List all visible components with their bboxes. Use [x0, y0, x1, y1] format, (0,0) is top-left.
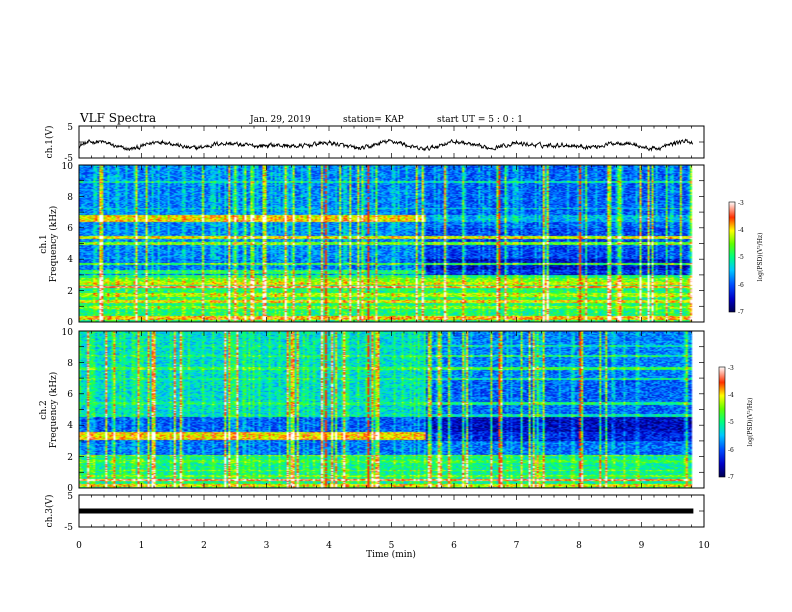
x-tick-label: 10: [698, 541, 710, 551]
x-tick-label: 0: [76, 541, 82, 551]
start-time-label: start UT = 5 : 0 : 1: [437, 115, 523, 125]
ch3-ytick-top: 5: [67, 492, 73, 502]
x-tick-label: 7: [514, 541, 520, 551]
ch1-waveform-panel: 5 -5 ch.1(V): [44, 123, 705, 164]
ch1-ytick-8: 8: [67, 193, 73, 203]
x-tick-label: 8: [576, 541, 582, 551]
x-tick-label: 1: [139, 541, 145, 551]
ch1-waveform-ticks: [78, 125, 705, 159]
ch1-ytick-bottom: -5: [64, 154, 73, 164]
ch1-cb-tick-m7: -7: [738, 309, 744, 316]
ch2-colorbar: [718, 366, 726, 478]
ch2-ytick-4: 4: [67, 421, 73, 431]
ch2-colorbar-label: log(PSD)(V²/Hz): [747, 398, 754, 447]
ch1-spectrogram-panel: 0 2 4 6 8 10 ch.1 Frequency (kHz) -3 -4 …: [39, 162, 764, 328]
x-tick-label: 5: [389, 541, 395, 551]
ch3-waveform-panel: 5 -5 ch.3(V): [44, 492, 705, 533]
date-label: Jan. 29, 2019: [249, 115, 311, 125]
ch2-spec-ylabel-freq: Frequency (kHz): [48, 372, 59, 449]
ch2-ytick-10: 10: [62, 328, 74, 338]
x-tick-label: 3: [264, 541, 270, 551]
ch1-colorbar-label: log(PSD)(V²/Hz): [757, 233, 764, 282]
ch1-waveform-bg: [79, 126, 704, 158]
figure-title: VLF Spectra: [79, 111, 156, 125]
ch2-ytick-6: 6: [67, 390, 73, 400]
ch1-cb-tick-m4: -4: [738, 227, 744, 234]
ch3-waveform-ticks: [78, 494, 705, 528]
ch1-spec-ylabel-freq: Frequency (kHz): [48, 206, 59, 283]
ch2-cb-tick-m6: -6: [728, 447, 734, 454]
x-tick-labels: 0 1 2 3 4 5 6 7 8 9 10: [76, 541, 710, 551]
ch2-cb-tick-m7: -7: [728, 474, 734, 481]
ch1-spec-ylabel: ch.1: [39, 234, 49, 253]
x-axis-label: Time (min): [366, 549, 416, 560]
ch1-spectrogram-image: [79, 165, 704, 322]
ch1-ytick-2: 2: [67, 287, 73, 297]
ch3-waveform-ylabel: ch.3(V): [44, 495, 55, 528]
ch2-cb-tick-m3: -3: [728, 365, 734, 372]
ch1-cb-tick-m5: -5: [738, 254, 744, 261]
ch1-ytick-0: 0: [67, 318, 73, 328]
x-tick-label: 6: [451, 541, 457, 551]
ch1-cb-tick-m6: -6: [738, 282, 744, 289]
ch1-spec-ticks: [78, 164, 705, 323]
x-tick-label: 9: [639, 541, 645, 551]
ch2-ytick-8: 8: [67, 359, 73, 369]
ch2-spec-ticks: [78, 330, 705, 489]
ch1-ytick-top: 5: [67, 123, 73, 133]
ch2-spec-ylabel: ch.2: [39, 400, 49, 419]
ch1-waveform-line: [78, 138, 694, 152]
ch3-ytick-bottom: -5: [64, 523, 73, 533]
ch1-ytick-10: 10: [62, 162, 74, 172]
ch1-colorbar: [728, 201, 736, 313]
ch2-cb-tick-m4: -4: [728, 392, 734, 399]
ch2-spectrogram-image: [79, 331, 704, 488]
ch2-ytick-2: 2: [67, 453, 73, 463]
x-tick-label: 4: [326, 541, 332, 551]
ch2-cb-tick-m5: -5: [728, 419, 734, 426]
ch2-spectrogram-panel: 0 2 4 6 8 10 ch.2 Frequency (kHz) -3 -4 …: [39, 328, 754, 494]
ch1-waveform-ylabel: ch.1(V): [44, 126, 55, 159]
ch1-cb-tick-m3: -3: [738, 200, 744, 207]
x-tick-label: 2: [201, 541, 207, 551]
ch1-ytick-6: 6: [67, 224, 73, 234]
station-label: station= KAP: [343, 115, 404, 125]
ch2-ytick-0: 0: [67, 484, 73, 494]
ch1-ytick-4: 4: [67, 255, 73, 265]
